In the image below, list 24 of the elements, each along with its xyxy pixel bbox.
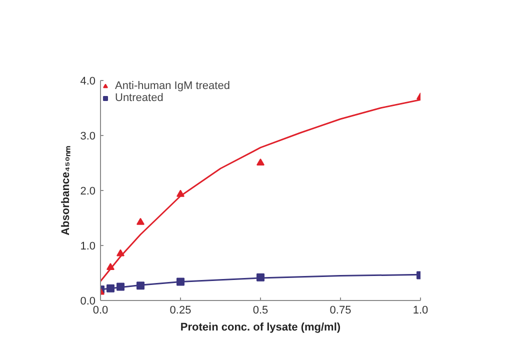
point — [176, 190, 184, 197]
y-tick-label: 2.0 — [80, 186, 96, 198]
x-tick-label: 0.75 — [330, 304, 352, 316]
x-tick-label: 1.0 — [412, 304, 428, 316]
point — [256, 273, 264, 282]
y-tick-label: 1.0 — [80, 240, 96, 252]
point — [106, 262, 114, 270]
y-tick-label: 4.0 — [80, 76, 96, 88]
x-tick-label: 0.25 — [170, 304, 192, 316]
point — [176, 278, 184, 286]
x-tick-label: 0.5 — [252, 304, 268, 316]
y-tick-label: 3.0 — [80, 130, 96, 142]
y-tick-label: 0.0 — [80, 296, 96, 308]
point — [136, 282, 144, 290]
y-axis-title: Absorbance₄₅₀ₙₘ — [60, 146, 72, 236]
x-axis-title: Protein conc. of lysate (mg/ml) — [180, 322, 341, 334]
x-tick-label: 0.0 — [92, 304, 108, 316]
legend-label: Anti-human IgM treated — [115, 80, 230, 92]
point — [136, 218, 144, 225]
point — [256, 158, 264, 166]
legend-label: Untreated — [115, 92, 164, 104]
point — [106, 284, 114, 292]
point — [116, 282, 124, 291]
point — [116, 249, 124, 256]
